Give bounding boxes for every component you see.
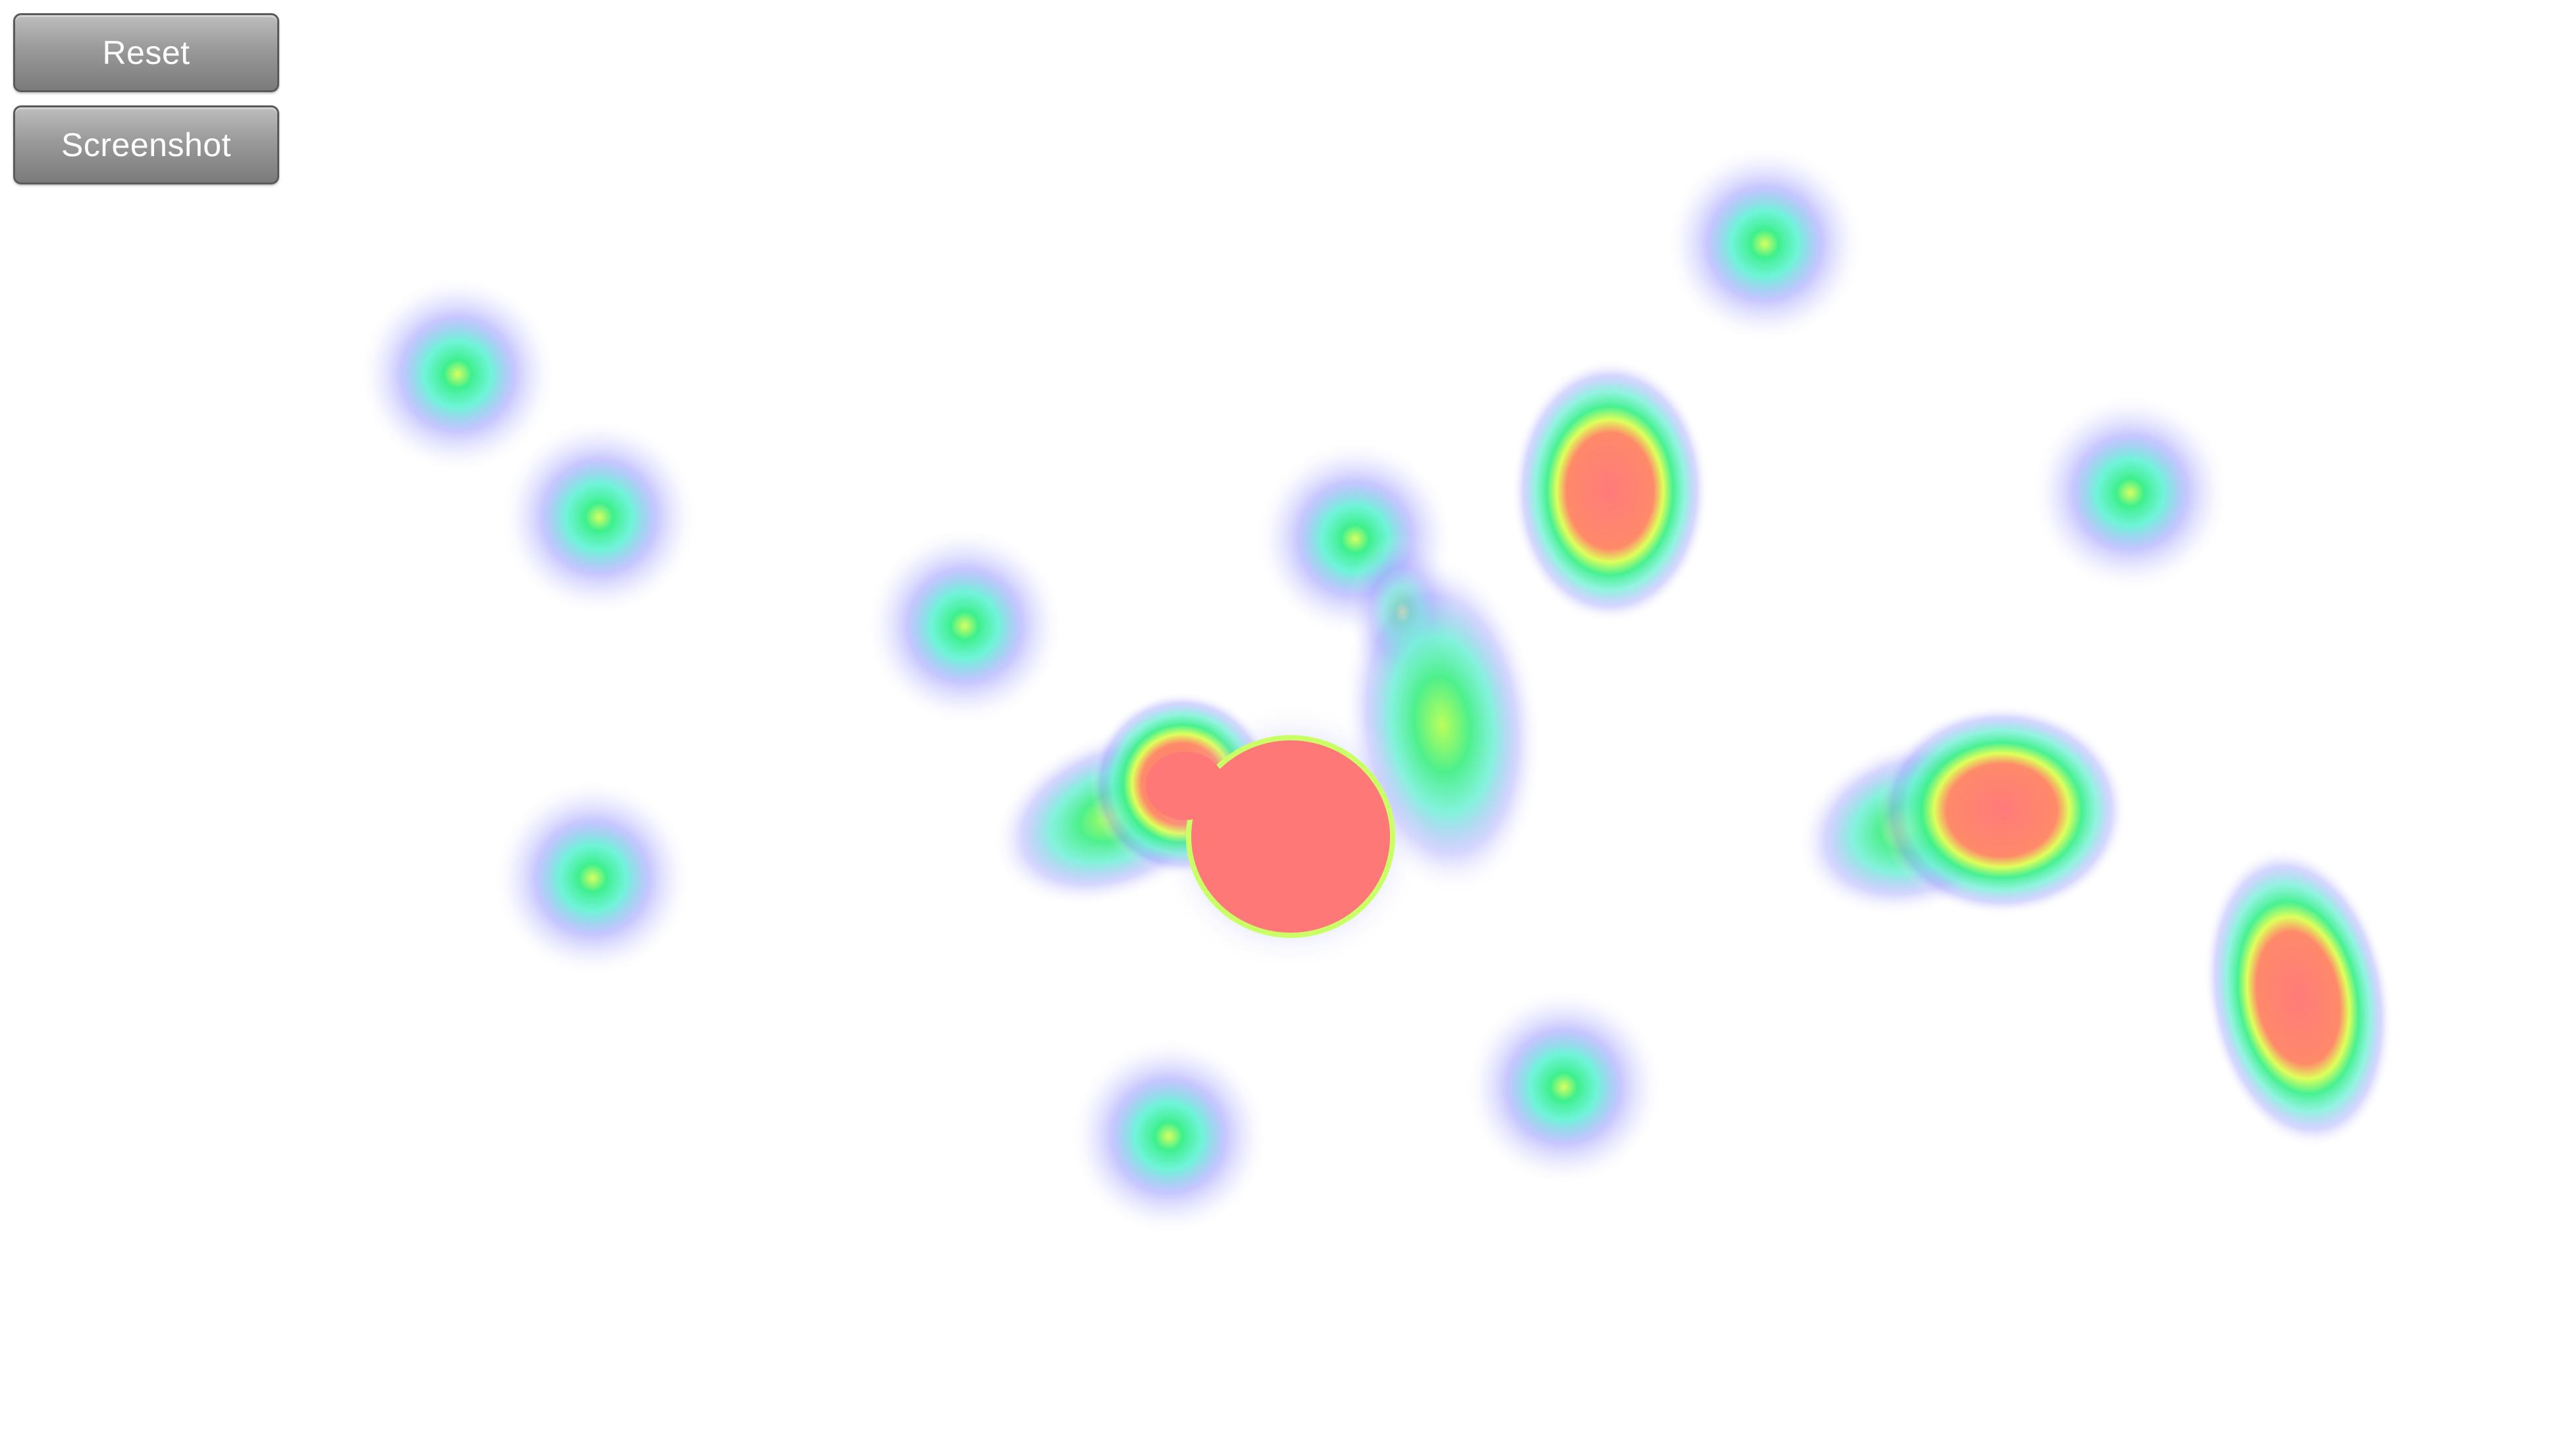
heat-blob (494, 779, 691, 977)
heat-blob (866, 527, 1063, 725)
heat-blob (1070, 1037, 1268, 1235)
heat-hot-core (1146, 752, 1225, 820)
heat-blob (2031, 394, 2229, 591)
heat-blob (1877, 705, 2127, 916)
heat-blob (1511, 359, 1709, 622)
toolbar: Reset Screenshot (13, 13, 279, 198)
heat-blob (2203, 848, 2393, 1148)
heat-blob (500, 418, 698, 616)
reset-button[interactable]: Reset (13, 13, 279, 92)
screenshot-button[interactable]: Screenshot (13, 105, 279, 184)
heat-blob (1666, 145, 1864, 343)
heat-blob (1465, 988, 1663, 1186)
heat-blob (359, 275, 556, 473)
heat-hot-core (1186, 735, 1395, 938)
